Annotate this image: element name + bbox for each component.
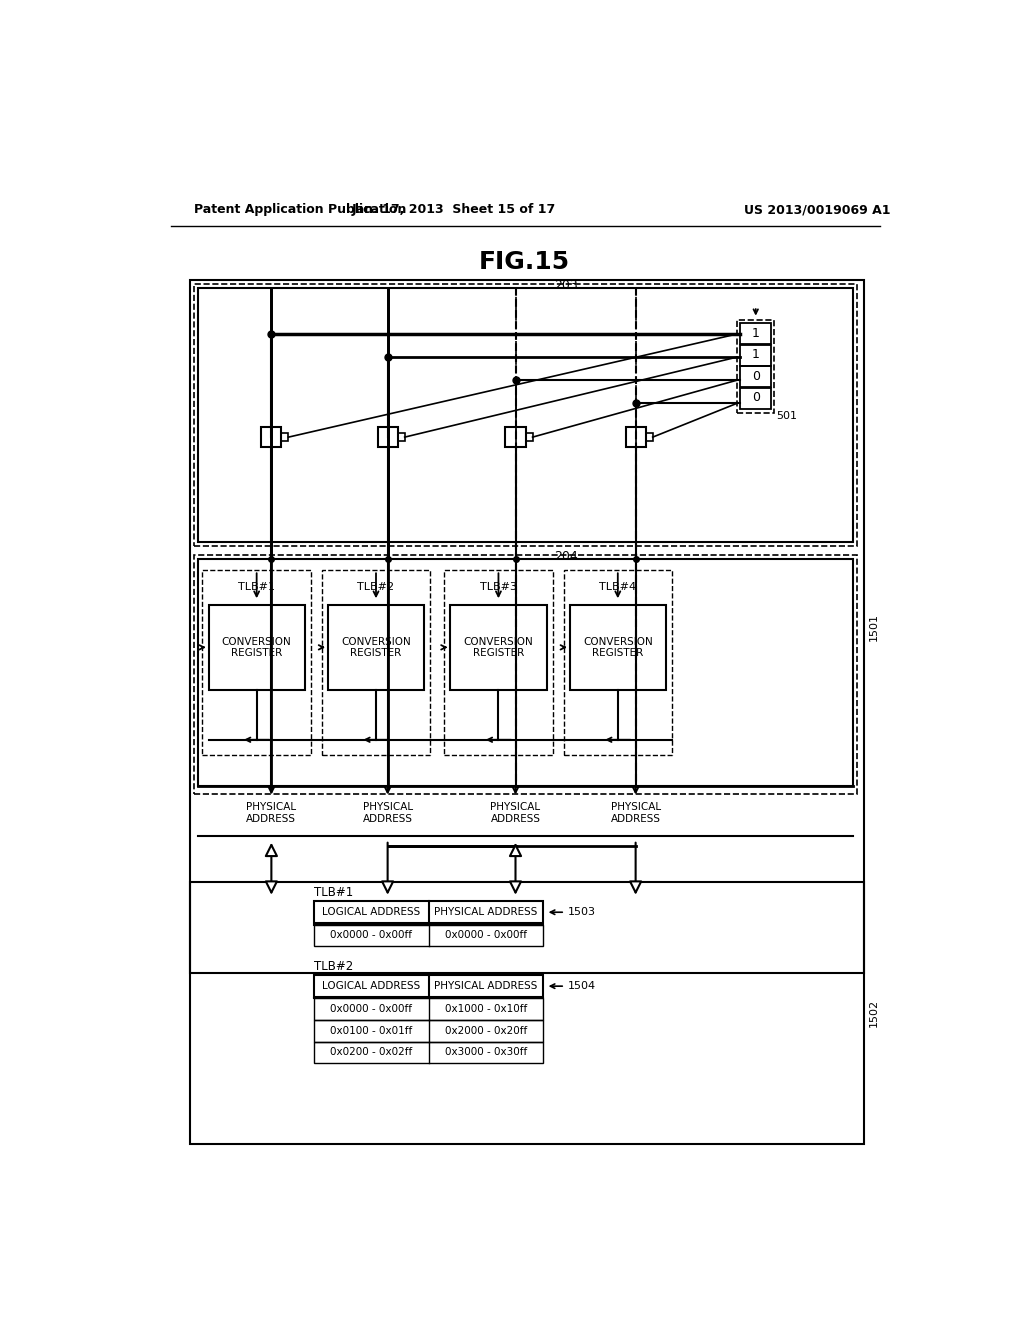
Text: LOGICAL ADDRESS: LOGICAL ADDRESS xyxy=(323,981,421,991)
Text: TLB#2: TLB#2 xyxy=(314,960,353,973)
Text: Jan. 17, 2013  Sheet 15 of 17: Jan. 17, 2013 Sheet 15 of 17 xyxy=(351,203,556,216)
Bar xyxy=(314,1020,544,1041)
Text: CONVERSION
REGISTER: CONVERSION REGISTER xyxy=(222,636,292,659)
Bar xyxy=(190,280,864,973)
Bar xyxy=(525,433,532,441)
Bar xyxy=(451,605,547,689)
Text: 1503: 1503 xyxy=(568,907,596,917)
Bar xyxy=(563,570,672,755)
Text: 0x3000 - 0x30ff: 0x3000 - 0x30ff xyxy=(444,1047,527,1057)
Text: TLB#1: TLB#1 xyxy=(314,886,353,899)
Bar xyxy=(314,975,544,997)
Bar xyxy=(194,554,856,793)
Text: FIG.15: FIG.15 xyxy=(479,251,570,275)
Text: 204: 204 xyxy=(554,550,578,564)
Text: PHYSICAL
ADDRESS: PHYSICAL ADDRESS xyxy=(247,803,296,824)
Bar xyxy=(740,345,771,366)
Text: TLB#3: TLB#3 xyxy=(480,582,517,593)
Bar xyxy=(194,284,856,545)
Text: 1502: 1502 xyxy=(869,999,879,1027)
Text: US 2013/0019069 A1: US 2013/0019069 A1 xyxy=(744,203,891,216)
Bar xyxy=(378,428,397,447)
Text: 0x0100 - 0x01ff: 0x0100 - 0x01ff xyxy=(330,1026,413,1036)
Text: 0x0000 - 0x00ff: 0x0000 - 0x00ff xyxy=(445,931,527,940)
Bar xyxy=(209,605,305,689)
Text: 0x0200 - 0x02ff: 0x0200 - 0x02ff xyxy=(330,1047,413,1057)
Bar xyxy=(569,605,666,689)
Bar xyxy=(198,288,853,543)
Text: CONVERSION
REGISTER: CONVERSION REGISTER xyxy=(341,636,411,659)
Bar xyxy=(740,367,771,387)
Bar xyxy=(198,558,853,785)
Bar xyxy=(190,882,864,1144)
Text: 0x1000 - 0x10ff: 0x1000 - 0x10ff xyxy=(444,1005,527,1014)
Bar xyxy=(314,998,544,1020)
Text: 0x0000 - 0x00ff: 0x0000 - 0x00ff xyxy=(331,931,413,940)
Text: PHYSICAL
ADDRESS: PHYSICAL ADDRESS xyxy=(490,803,541,824)
Text: PHYSICAL
ADDRESS: PHYSICAL ADDRESS xyxy=(610,803,660,824)
Text: PHYSICAL
ADDRESS: PHYSICAL ADDRESS xyxy=(362,803,413,824)
Text: 203: 203 xyxy=(554,279,578,292)
Text: 0: 0 xyxy=(752,370,760,383)
Text: 0: 0 xyxy=(752,391,760,404)
Text: 501: 501 xyxy=(776,412,798,421)
Bar xyxy=(646,433,652,441)
Bar xyxy=(626,428,646,447)
Text: CONVERSION
REGISTER: CONVERSION REGISTER xyxy=(464,636,534,659)
Bar xyxy=(261,428,282,447)
Bar xyxy=(506,428,525,447)
Bar xyxy=(314,924,544,946)
Text: LOGICAL ADDRESS: LOGICAL ADDRESS xyxy=(323,907,421,917)
Text: TLB#4: TLB#4 xyxy=(599,582,636,593)
Text: 1: 1 xyxy=(752,326,760,339)
Bar xyxy=(314,1041,544,1063)
Text: PHYSICAL ADDRESS: PHYSICAL ADDRESS xyxy=(434,981,538,991)
Text: Patent Application Publication: Patent Application Publication xyxy=(194,203,407,216)
Text: TLB#1: TLB#1 xyxy=(239,582,275,593)
Bar xyxy=(328,605,424,689)
Bar xyxy=(444,570,553,755)
Bar xyxy=(397,433,404,441)
Bar xyxy=(740,388,771,409)
Text: 0x2000 - 0x20ff: 0x2000 - 0x20ff xyxy=(444,1026,527,1036)
Bar xyxy=(203,570,311,755)
Bar xyxy=(737,321,774,412)
Bar xyxy=(322,570,430,755)
Text: TLB#2: TLB#2 xyxy=(357,582,394,593)
Text: 1: 1 xyxy=(752,348,760,362)
Text: 0x0000 - 0x00ff: 0x0000 - 0x00ff xyxy=(331,1005,413,1014)
Text: CONVERSION
REGISTER: CONVERSION REGISTER xyxy=(583,636,652,659)
Bar xyxy=(282,433,289,441)
Bar xyxy=(314,902,544,923)
Text: 1501: 1501 xyxy=(869,612,879,640)
Text: 1504: 1504 xyxy=(568,981,596,991)
Bar xyxy=(740,323,771,345)
Text: PHYSICAL ADDRESS: PHYSICAL ADDRESS xyxy=(434,907,538,917)
